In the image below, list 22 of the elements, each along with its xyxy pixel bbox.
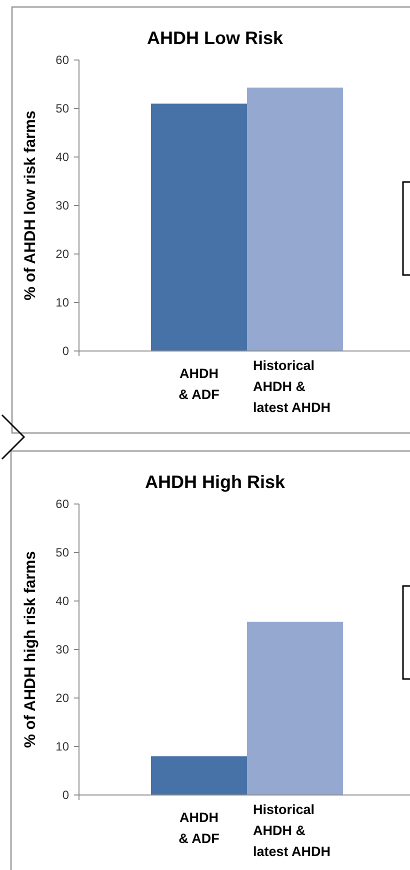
y-tick-label: 40 [56, 594, 70, 608]
y-tick-label: 0 [62, 344, 70, 358]
y-tick-label: 20 [56, 691, 70, 705]
x-tick-label: AHDH & ADF [178, 810, 220, 846]
y-axis-title: % of AHDH low risk farms [22, 110, 39, 300]
y-tick-label: 40 [56, 150, 70, 164]
y-tick-label: 60 [56, 497, 70, 511]
y-tick-label: 30 [56, 642, 70, 656]
chart-title: AHDH Low Risk [146, 28, 284, 48]
y-tick-label: 50 [56, 546, 70, 560]
y-tick-label: 50 [56, 102, 70, 116]
y-tick-label: 0 [62, 788, 70, 802]
y-tick-label: 30 [56, 198, 70, 212]
y-tick-label: 60 [56, 53, 70, 67]
x-tick-label: Historical AHDH & latest AHDH [253, 358, 331, 415]
y-tick-label: 10 [56, 296, 70, 310]
x-tick-label: Historical AHDH & latest AHDH [253, 802, 331, 859]
x-tick-label: AHDH & ADF [178, 366, 220, 402]
chart-title: AHDH High Risk [144, 472, 286, 492]
y-tick-label: 20 [56, 247, 70, 261]
y-axis-title: % of AHDH high risk farms [22, 551, 39, 748]
y-tick-label: 10 [56, 740, 70, 754]
